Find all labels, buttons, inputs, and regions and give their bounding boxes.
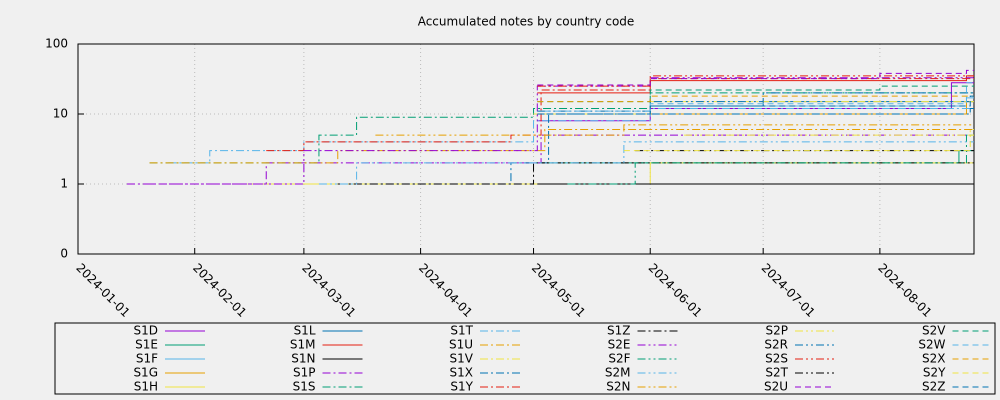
series-line	[537, 69, 974, 86]
legend-label: S2S	[765, 352, 788, 366]
legend-label: S1T	[450, 324, 473, 338]
series-line	[537, 95, 974, 103]
legend-label: S1F	[136, 352, 158, 366]
legend-label: S2M	[605, 366, 631, 380]
series-line	[337, 107, 974, 185]
series-line	[537, 95, 974, 115]
legend-label: S2E	[608, 338, 631, 352]
series-line	[247, 162, 974, 185]
series-line	[533, 101, 974, 115]
y-tick-label: 100	[45, 37, 68, 51]
series-line	[684, 129, 974, 136]
series-line	[623, 134, 974, 152]
legend-label: S2R	[764, 338, 788, 352]
legend-label: S1V	[450, 352, 474, 366]
legend-label: S2Z	[922, 380, 945, 394]
legend-label: S2W	[918, 338, 945, 352]
legend-label: S2F	[608, 352, 630, 366]
y-tick-label: 1	[60, 177, 68, 191]
legend-label: S1Y	[450, 380, 473, 394]
series-line	[318, 141, 974, 185]
legend-label: S1D	[134, 324, 159, 338]
legend-label: S1P	[293, 366, 316, 380]
series-line	[537, 75, 974, 94]
legend-label: S1L	[294, 324, 316, 338]
legend-label: S2V	[922, 324, 946, 338]
legend-label: S2U	[764, 380, 788, 394]
chart-title: Accumulated notes by country code	[418, 15, 635, 29]
legend-label: S1E	[135, 338, 158, 352]
series-line	[567, 134, 974, 185]
series-line	[537, 82, 974, 122]
legend-label: S1X	[450, 366, 473, 380]
legend-label: S1S	[293, 380, 316, 394]
legend-label: S2X	[922, 352, 945, 366]
series-line	[537, 75, 974, 87]
legend-label: S1H	[134, 380, 158, 394]
y-tick-label: 0	[60, 247, 68, 261]
plot-frame	[77, 43, 975, 255]
legend-label: S1Z	[607, 324, 630, 338]
series-line	[544, 82, 974, 112]
legend-label: S1N	[291, 352, 315, 366]
legend-label: S2Y	[923, 366, 946, 380]
series-line	[337, 162, 974, 185]
legend-label: S2N	[606, 380, 630, 394]
legend-label: S1M	[290, 338, 316, 352]
y-tick-label: 10	[53, 107, 68, 121]
series-line	[168, 107, 974, 164]
legend-label: S2P	[766, 324, 789, 338]
series-line	[537, 92, 974, 112]
legend-label: S1G	[133, 366, 158, 380]
legend-label: S2T	[765, 366, 788, 380]
legend-box	[54, 322, 996, 395]
series-line	[375, 124, 974, 136]
legend-label: S1U	[449, 338, 473, 352]
